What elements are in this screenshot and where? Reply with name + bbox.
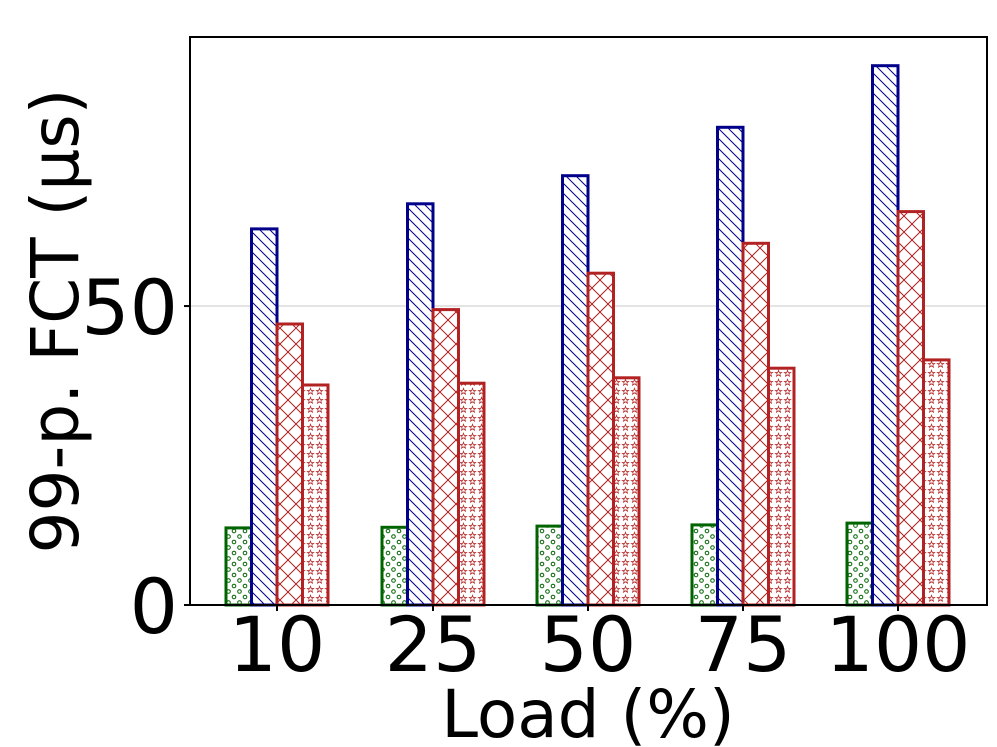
bar-series-1-10 <box>224 526 253 607</box>
bar-series-4-50 <box>612 376 641 607</box>
bar-series-3-50 <box>586 271 615 607</box>
x-tick-label-100: 100 <box>825 600 970 689</box>
bar-series-2-10 <box>250 227 279 607</box>
y-tick-label-0: 0 <box>130 562 178 651</box>
bar-series-4-10 <box>301 383 330 607</box>
bar-series-4-100 <box>922 358 951 607</box>
bar-series-2-75 <box>716 125 745 607</box>
bar-series-4-75 <box>767 366 796 607</box>
bar-series-3-75 <box>741 241 770 607</box>
x-tick-label-25: 25 <box>385 600 482 689</box>
bar-series-1-25 <box>380 525 409 607</box>
bar-series-3-10 <box>275 322 304 607</box>
bar-series-4-25 <box>457 381 486 607</box>
bar-series-1-50 <box>535 524 564 607</box>
x-axis-ticks: 10 25 50 75 100 <box>229 600 971 689</box>
y-axis-ticks: 0 50 <box>81 263 190 651</box>
bar-series-1-100 <box>845 521 874 607</box>
bar-series-3-100 <box>896 210 925 607</box>
bar-series-2-50 <box>561 174 590 607</box>
x-tick-label-75: 75 <box>695 600 792 689</box>
x-axis-title: Load (%) <box>441 676 735 747</box>
y-axis-title: 99-p. FCT (μs) <box>17 89 94 554</box>
bar-series-1-75 <box>690 523 719 607</box>
bar-series-2-100 <box>871 64 900 607</box>
bar-series-2-25 <box>406 202 435 607</box>
x-tick-label-50: 50 <box>540 600 637 689</box>
bars <box>224 64 951 607</box>
x-tick-label-10: 10 <box>229 600 326 689</box>
bar-series-3-25 <box>431 308 460 607</box>
y-tick-label-50: 50 <box>81 263 178 352</box>
